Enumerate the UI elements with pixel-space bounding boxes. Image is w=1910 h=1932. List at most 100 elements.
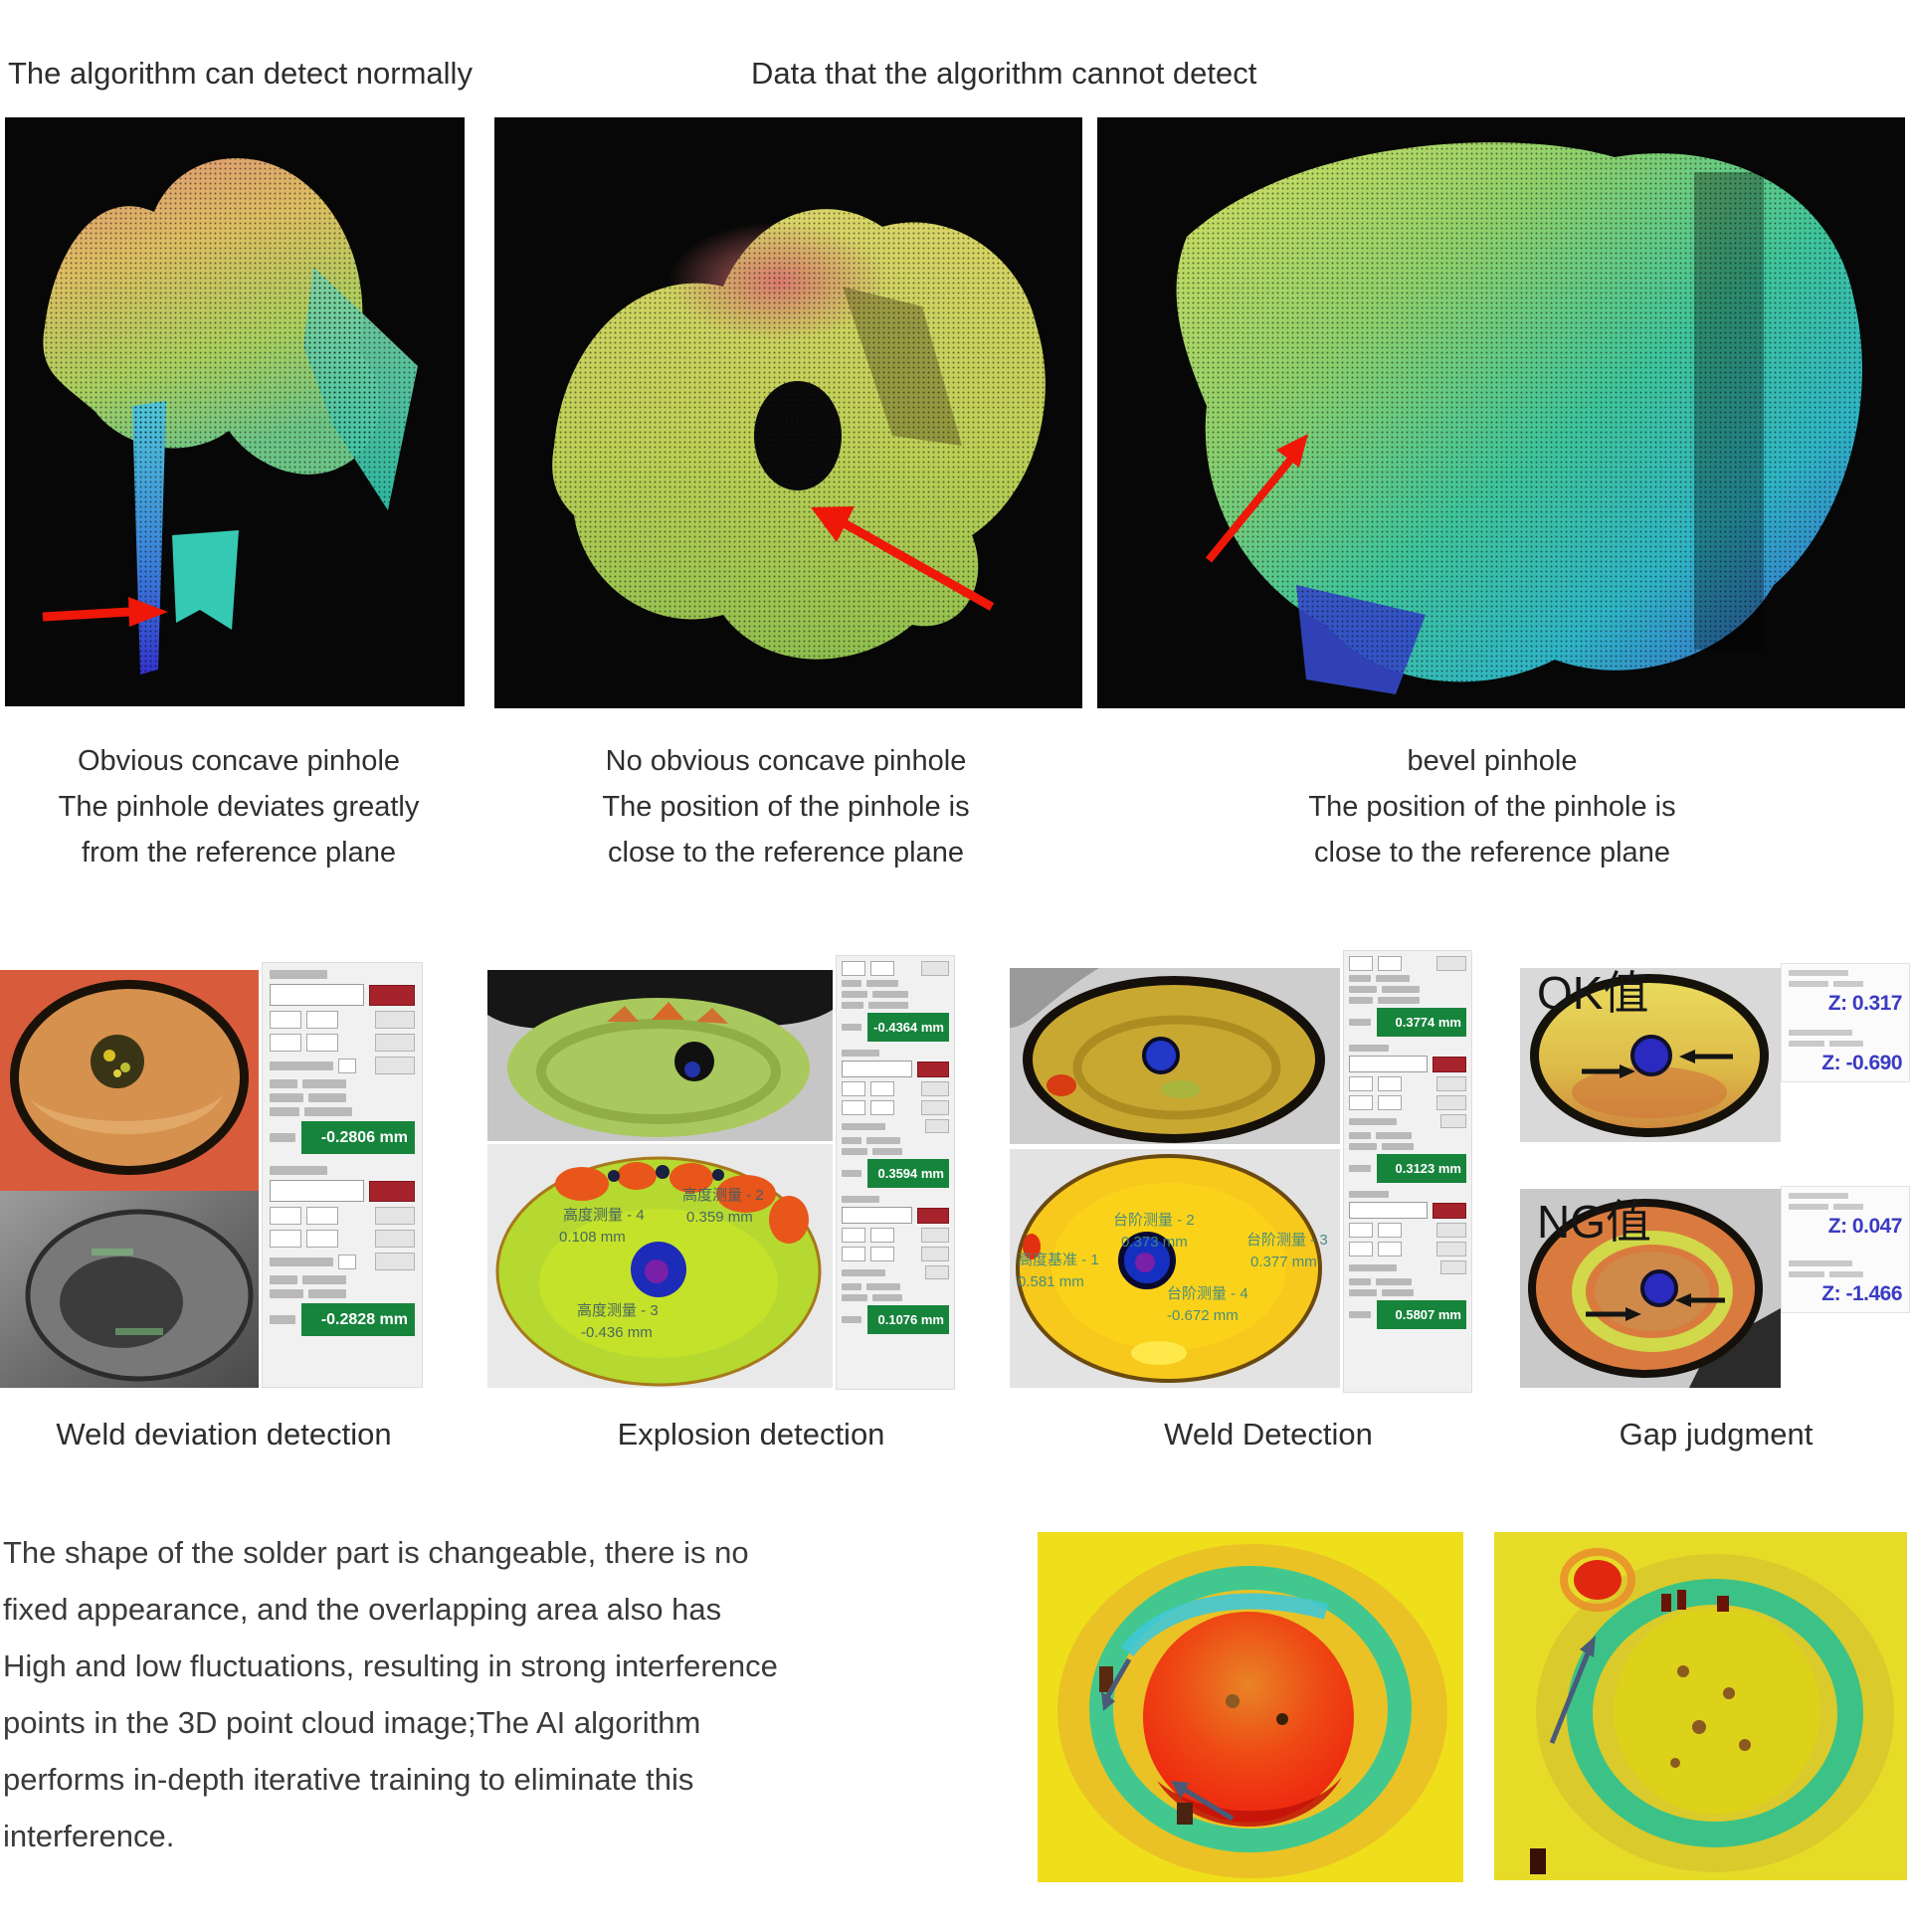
annotation-name: 高度测量 - 4 xyxy=(563,1207,645,1224)
weld-deviation-sidebar-panel: -0.2806 mm -0.2828 mm xyxy=(262,962,423,1388)
caption-obvious-pinhole: Obvious concave pinhole The pinhole devi… xyxy=(20,738,458,875)
red-button xyxy=(917,1061,949,1077)
text-input xyxy=(1349,1202,1428,1219)
caption-line: close to the reference plane xyxy=(608,837,964,869)
gray-button xyxy=(1440,1260,1466,1274)
annotation-name: 高度测量 - 2 xyxy=(682,1187,764,1204)
caption-line: No obvious concave pinhole xyxy=(605,745,967,777)
gap-ng-image xyxy=(1520,1189,1781,1388)
weld-deviation-bottom-graphic xyxy=(0,1191,259,1388)
gap-ok-readout-panel: Z: 0.317 Z: -0.690 xyxy=(1781,963,1910,1082)
heatmap-arrows xyxy=(1101,1657,1235,1822)
text-input xyxy=(270,1180,364,1202)
gray-button xyxy=(375,1207,415,1225)
pointcloud-image-bevel-pinhole xyxy=(1097,117,1905,708)
annotation-value: 0.359 mm xyxy=(686,1209,753,1226)
explosion-sidebar-panel: -0.4364 mm 0.3594 mm 0.1076 mm xyxy=(836,955,955,1390)
sidebar-form-group: 0.3123 mm xyxy=(1349,1045,1466,1183)
red-arrow-icon xyxy=(1205,434,1308,563)
gray-button xyxy=(375,1253,415,1270)
z-value: Z: 0.317 xyxy=(1827,992,1903,1015)
caption-line: The position of the pinhole is xyxy=(602,791,970,823)
heatmap-annotations: 高度测量 - 4 0.108 mm 高度测量 - 2 0.359 mm 高度测量… xyxy=(559,1187,764,1341)
caption-line: bevel pinhole xyxy=(1407,745,1578,777)
sidebar-form-group: 0.3594 mm xyxy=(842,1050,949,1188)
annotation-name: 台阶测量 - 3 xyxy=(1246,1232,1328,1249)
ng-label: NG值 xyxy=(1537,1196,1651,1248)
solder-heatmap-image-yellow xyxy=(1494,1532,1907,1880)
z-value: Z: 0.047 xyxy=(1827,1215,1903,1238)
red-button xyxy=(369,1180,415,1202)
bottom-paragraph: The shape of the solder part is changeab… xyxy=(3,1535,778,1853)
gray-button xyxy=(375,1057,415,1074)
label-explosion: Explosion detection xyxy=(617,1417,885,1451)
solder-heatmap-yellow-graphic xyxy=(1494,1532,1907,1880)
label-weld-deviation: Weld deviation detection xyxy=(56,1417,392,1451)
label-weld-detection: Weld Detection xyxy=(1164,1417,1373,1451)
text-input xyxy=(842,1061,912,1077)
gray-button xyxy=(921,1228,949,1243)
gray-button xyxy=(1440,1114,1466,1128)
gray-button xyxy=(925,1119,949,1133)
weld-deviation-top-graphic xyxy=(0,970,259,1191)
gray-button xyxy=(375,1230,415,1248)
pointcloud-graphic-2 xyxy=(552,209,1046,660)
annotation-value: 0.377 mm xyxy=(1250,1254,1317,1270)
gray-button xyxy=(1436,1242,1466,1256)
gap-arrows xyxy=(1586,1293,1725,1321)
gap-arrows xyxy=(1582,1050,1733,1078)
measurement-value: -0.4364 mm xyxy=(867,1013,949,1042)
gray-button xyxy=(1436,956,1466,971)
explosion-heatmap-image: 高度测量 - 4 0.108 mm 高度测量 - 2 0.359 mm 高度测量… xyxy=(487,1144,833,1388)
explosion-heatmap-graphic: 高度测量 - 4 0.108 mm 高度测量 - 2 0.359 mm 高度测量… xyxy=(487,1144,833,1388)
red-button xyxy=(1432,1202,1466,1219)
gray-button xyxy=(921,1100,949,1115)
red-arrow-icon xyxy=(811,506,995,611)
gray-button xyxy=(1436,1095,1466,1110)
z-value: Z: -0.690 xyxy=(1821,1052,1902,1074)
caption-line: close to the reference plane xyxy=(1314,837,1670,869)
sidebar-form-group: 0.5807 mm xyxy=(1349,1191,1466,1329)
explosion-top-graphic xyxy=(487,970,833,1141)
gray-button xyxy=(925,1265,949,1279)
measurement-value: 0.3123 mm xyxy=(1377,1154,1466,1183)
weld-detection-top-graphic xyxy=(1010,968,1340,1144)
annotation-name: 台阶测量 - 2 xyxy=(1113,1212,1195,1229)
sidebar-form-group: -0.4364 mm xyxy=(842,961,949,1042)
measurement-value: 0.5807 mm xyxy=(1377,1300,1466,1329)
measurement-value: 0.3774 mm xyxy=(1377,1008,1466,1037)
z-readout: Z: 0.317 xyxy=(1789,970,1903,1016)
annotation-value: -0.436 mm xyxy=(581,1324,653,1341)
text-input xyxy=(270,984,364,1006)
caption-bevel-pinhole: bevel pinhole The position of the pinhol… xyxy=(1104,738,1880,875)
weld-detection-heatmap-graphic: 台阶测量 - 2 0.373 mm 高度基准 - 1 0.581 mm 台阶测量… xyxy=(1010,1149,1340,1388)
annotation-value: 0.373 mm xyxy=(1121,1234,1188,1251)
annotation-value: -0.672 mm xyxy=(1167,1307,1239,1324)
pointcloud-graphic-3 xyxy=(1176,142,1862,694)
gray-button xyxy=(375,1011,415,1029)
annotation-value: 0.108 mm xyxy=(559,1229,626,1246)
gray-button xyxy=(921,961,949,976)
sidebar-form-group: -0.2828 mm xyxy=(270,1166,415,1336)
weld-deviation-gray-image xyxy=(0,1191,259,1388)
annotation-name: 台阶测量 - 4 xyxy=(1167,1285,1248,1302)
caption-no-obvious-pinhole: No obvious concave pinhole The position … xyxy=(552,738,1020,875)
annotation-name: 高度基准 - 1 xyxy=(1018,1252,1099,1268)
text-input xyxy=(842,1207,912,1224)
explosion-top-image xyxy=(487,970,833,1141)
red-button xyxy=(1432,1056,1466,1072)
z-readout: Z: -1.466 xyxy=(1789,1260,1903,1306)
text-input xyxy=(1349,1056,1428,1072)
red-button xyxy=(917,1207,949,1224)
sidebar-form-group: 0.3774 mm xyxy=(1349,956,1466,1037)
caption-line: The pinhole deviates greatly xyxy=(58,791,420,823)
caption-line: Obvious concave pinhole xyxy=(77,745,401,777)
measurement-value: 0.1076 mm xyxy=(867,1305,949,1334)
solder-heatmap-red-graphic xyxy=(1038,1532,1463,1882)
heatmap-annotations: 台阶测量 - 2 0.373 mm 高度基准 - 1 0.581 mm 台阶测量… xyxy=(1018,1212,1328,1324)
gap-ok-graphic xyxy=(1520,968,1781,1142)
red-arrow-icon xyxy=(42,597,168,627)
section-title-normal: The algorithm can detect normally xyxy=(8,56,473,91)
solder-heatmap-image-red xyxy=(1038,1532,1463,1882)
